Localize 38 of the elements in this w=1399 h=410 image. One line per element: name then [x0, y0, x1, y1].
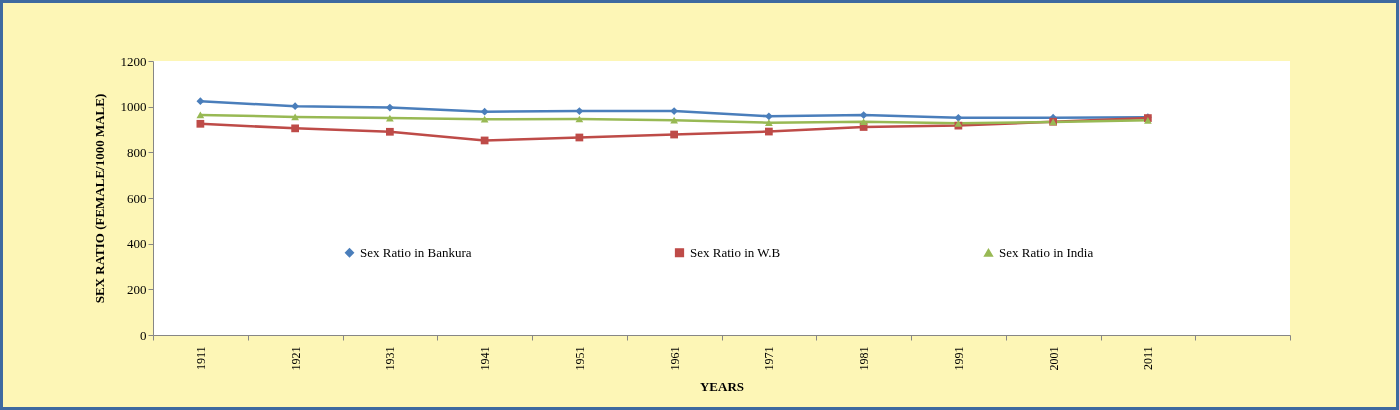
x-axis-title: YEARS: [699, 378, 745, 394]
legend-label: Sex Ratio in W.B: [690, 244, 781, 260]
x-tick-label: 1931: [383, 346, 398, 371]
x-tick-label: 1971: [762, 346, 777, 371]
point: [291, 102, 299, 111]
point: [386, 127, 394, 136]
x-tick-label: 1951: [572, 346, 587, 371]
x-tick-label: 1991: [951, 346, 966, 371]
x-tick-label: 1941: [478, 346, 493, 371]
point: [765, 112, 773, 121]
y-tick-label: 400: [127, 236, 147, 252]
point: [954, 113, 963, 122]
x-tick-label: 1981: [857, 346, 872, 371]
x-tick-label: 1921: [288, 346, 303, 371]
point: [765, 119, 773, 126]
point: [386, 103, 394, 112]
point: [480, 115, 489, 123]
point: [291, 113, 299, 121]
point: [196, 119, 205, 128]
legend-label: Sex Ratio in India: [999, 244, 1094, 260]
point: [765, 127, 773, 136]
point: [859, 118, 868, 126]
y-tick-label: 200: [127, 281, 147, 297]
point: [670, 130, 678, 139]
x-tick-label: 1961: [667, 346, 682, 371]
point: [480, 107, 489, 116]
y-tick-label: 1000: [120, 99, 147, 115]
x-tick-label: 2011: [1141, 346, 1156, 371]
point: [196, 97, 205, 106]
legend-label: Sex Ratio in Bankura: [360, 244, 472, 260]
point: [291, 124, 299, 133]
x-tick-label: 1911: [193, 346, 208, 371]
y-axis-title: SEX RATIO (FEMALE/1000 MALE): [91, 93, 107, 304]
y-tick-label: 0: [140, 327, 147, 343]
y-tick-label: 800: [127, 144, 147, 160]
x-tick-label: 2001: [1046, 346, 1061, 371]
y-tick-label: 1200: [120, 53, 147, 69]
y-tick-label: 600: [127, 190, 147, 206]
